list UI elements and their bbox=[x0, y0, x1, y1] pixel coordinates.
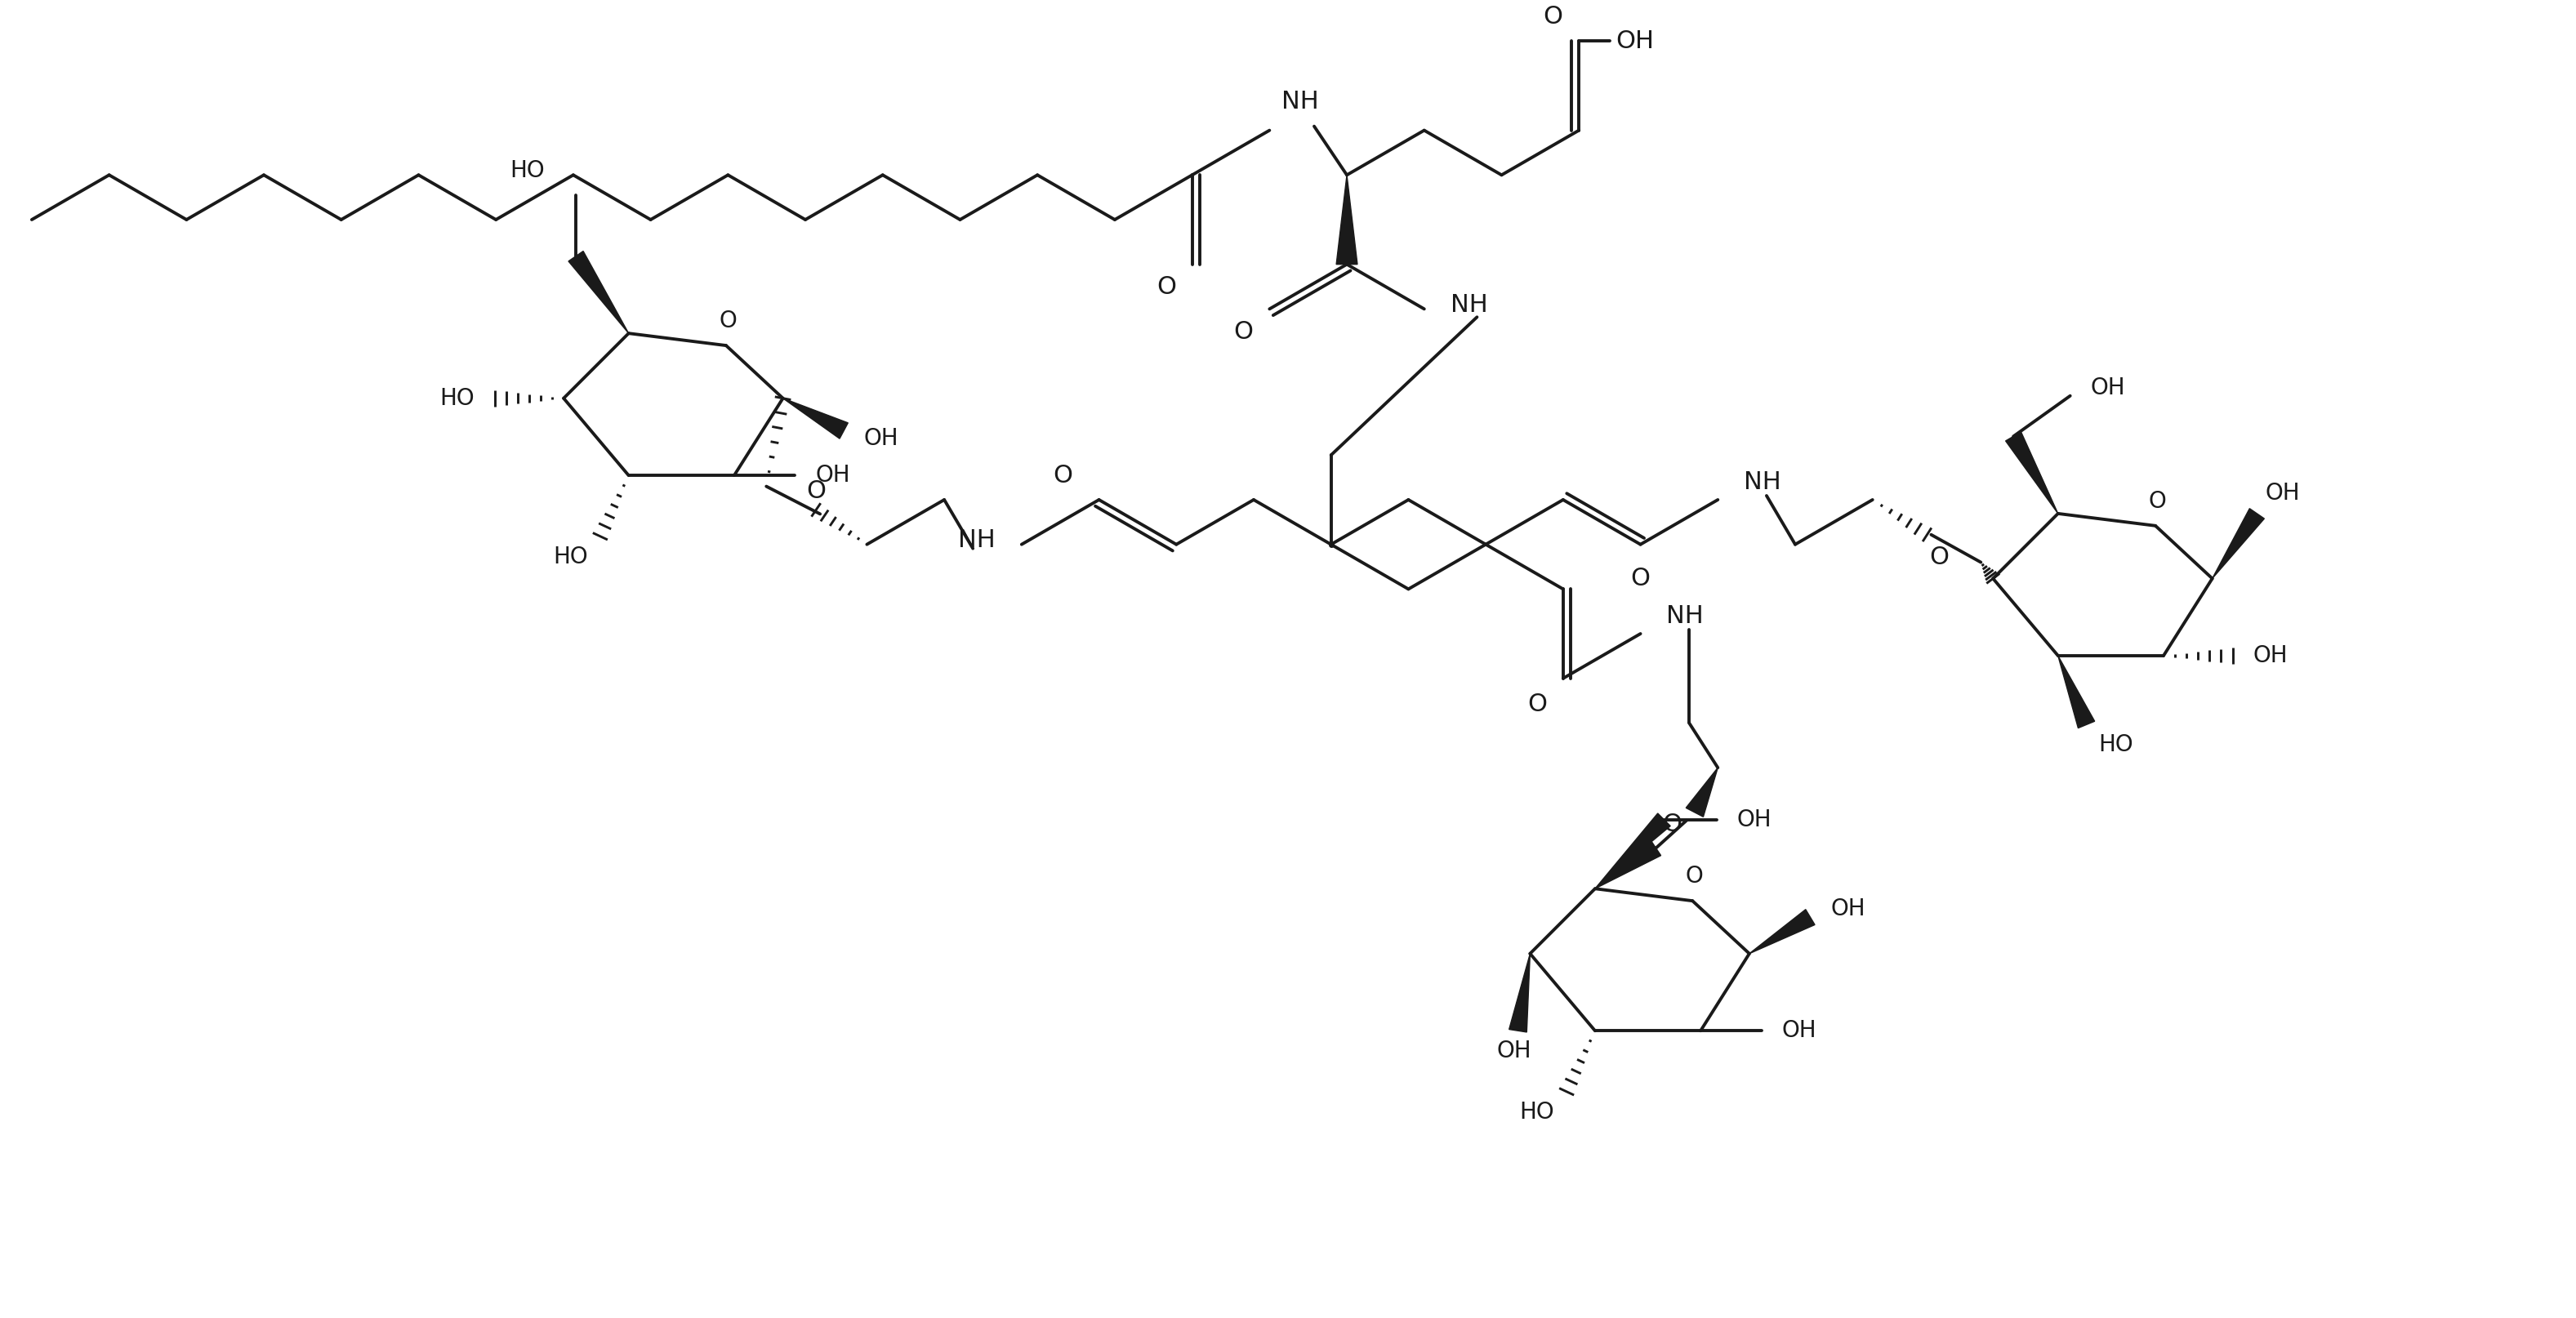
Polygon shape bbox=[1337, 175, 1358, 265]
Text: OH: OH bbox=[1497, 1040, 1530, 1062]
Text: NH: NH bbox=[1450, 293, 1486, 316]
Polygon shape bbox=[2058, 655, 2094, 728]
Polygon shape bbox=[569, 252, 629, 333]
Text: OH: OH bbox=[2264, 482, 2300, 505]
Text: OH: OH bbox=[863, 427, 899, 451]
Text: HO: HO bbox=[1520, 1101, 1553, 1123]
Text: OH: OH bbox=[1736, 808, 1772, 832]
Text: OH: OH bbox=[1832, 898, 1865, 920]
Text: O: O bbox=[806, 480, 827, 503]
Polygon shape bbox=[1685, 767, 1718, 817]
Text: OH: OH bbox=[1615, 29, 1654, 53]
Text: O: O bbox=[719, 310, 737, 332]
Text: NH: NH bbox=[1283, 90, 1319, 113]
Text: HO: HO bbox=[554, 546, 587, 568]
Text: HO: HO bbox=[2099, 734, 2133, 757]
Text: O: O bbox=[1054, 464, 1072, 488]
Text: O: O bbox=[1685, 865, 1703, 888]
Text: NH: NH bbox=[1667, 604, 1703, 627]
Polygon shape bbox=[1749, 909, 1816, 954]
Polygon shape bbox=[1510, 954, 1530, 1032]
Text: O: O bbox=[1528, 692, 1548, 716]
Polygon shape bbox=[783, 398, 848, 439]
Polygon shape bbox=[1595, 813, 1669, 888]
Polygon shape bbox=[1595, 841, 1662, 888]
Polygon shape bbox=[2213, 509, 2264, 579]
Text: OH: OH bbox=[1783, 1019, 1816, 1043]
Text: OH: OH bbox=[2254, 645, 2287, 667]
Text: NH: NH bbox=[1744, 471, 1780, 494]
Text: O: O bbox=[1929, 546, 1950, 569]
Text: OH: OH bbox=[2092, 376, 2125, 399]
Text: O: O bbox=[1157, 275, 1177, 299]
Text: NH: NH bbox=[958, 529, 994, 552]
Text: O: O bbox=[2148, 490, 2166, 513]
Text: O: O bbox=[1543, 5, 1564, 29]
Text: HO: HO bbox=[440, 387, 474, 410]
Polygon shape bbox=[2007, 432, 2058, 514]
Text: O: O bbox=[1234, 320, 1255, 344]
Text: O: O bbox=[1662, 813, 1682, 837]
Text: O: O bbox=[1631, 567, 1651, 590]
Text: OH: OH bbox=[817, 464, 850, 486]
Text: HO: HO bbox=[510, 159, 546, 182]
